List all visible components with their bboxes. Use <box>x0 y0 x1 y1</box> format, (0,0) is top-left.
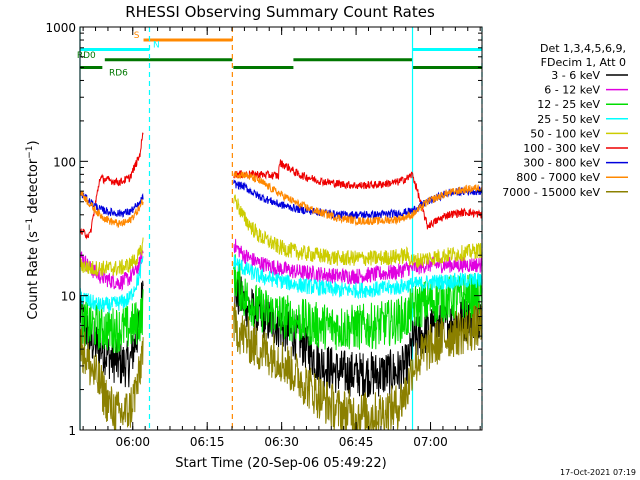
x-tick-label: 06:15 <box>190 435 225 449</box>
x-tick-label: 06:00 <box>115 435 150 449</box>
x-tick-label: 07:00 <box>413 435 448 449</box>
flag-bars: S N RD0 RD6 <box>77 31 482 78</box>
series-line-7-1 <box>233 171 483 227</box>
y-axis-label: Count Rate (s−1 detector−1) <box>25 140 41 319</box>
legend-entry-label: 25 - 50 keV <box>537 113 600 126</box>
flag-label-rd6: RD6 <box>109 68 128 78</box>
series-line-6-1 <box>233 179 483 221</box>
x-axis-label: Start Time (20-Sep-06 05:49:22) <box>175 456 386 471</box>
y-tick-label: 1000 <box>45 21 76 35</box>
legend-entry-label: 800 - 7000 keV <box>516 171 600 184</box>
legend-entry-label: 100 - 300 keV <box>523 142 600 155</box>
series-line-5-1 <box>233 159 483 230</box>
y-tick-label: 1 <box>68 424 76 438</box>
legend-entry-label: 300 - 800 keV <box>523 157 600 170</box>
legend-entry-label: 50 - 100 keV <box>530 127 600 140</box>
y-tick-label: 100 <box>53 155 76 169</box>
series-line-1-1 <box>233 238 483 285</box>
axes: 1 10 100 1000 06:00 06:15 06:30 06:45 07:00 <box>45 21 482 449</box>
series-line-5-0 <box>79 132 144 240</box>
series-line-3-0 <box>79 256 144 314</box>
plot-frame <box>79 26 483 431</box>
legend-entry-label: 6 - 12 keV <box>544 84 600 97</box>
legend-entry-label: 7000 - 15000 keV <box>502 186 600 199</box>
series-line-1-0 <box>79 250 144 292</box>
chart-title: RHESSI Observing Summary Count Rates <box>125 3 435 21</box>
timestamp: 17-Oct-2021 07:19 <box>560 468 636 477</box>
series-line-8-0 <box>79 327 144 431</box>
series-line-3-1 <box>233 254 483 300</box>
legend-header: Det 1,3,4,5,6,9, <box>540 42 626 55</box>
series-lines <box>79 132 483 431</box>
legend-header: FDecim 1, Att 0 <box>541 56 626 69</box>
series-line-8-1 <box>233 303 483 431</box>
flag-label-s: S <box>134 31 140 41</box>
flag-label-rd0: RD0 <box>77 51 96 61</box>
series-line-7-0 <box>79 190 144 228</box>
x-tick-label: 06:30 <box>264 435 299 449</box>
series-line-4-1 <box>233 194 483 269</box>
series-line-2-0 <box>79 289 144 353</box>
legend: Det 1,3,4,5,6,9,FDecim 1, Att 03 - 6 keV… <box>502 42 628 199</box>
legend-entry-label: 3 - 6 keV <box>551 69 600 82</box>
series-line-4-0 <box>79 237 144 277</box>
legend-entry-label: 12 - 25 keV <box>537 98 600 111</box>
x-tick-label: 06:45 <box>339 435 374 449</box>
flag-label-n: N <box>153 40 160 50</box>
y-tick-label: 10 <box>61 290 76 304</box>
